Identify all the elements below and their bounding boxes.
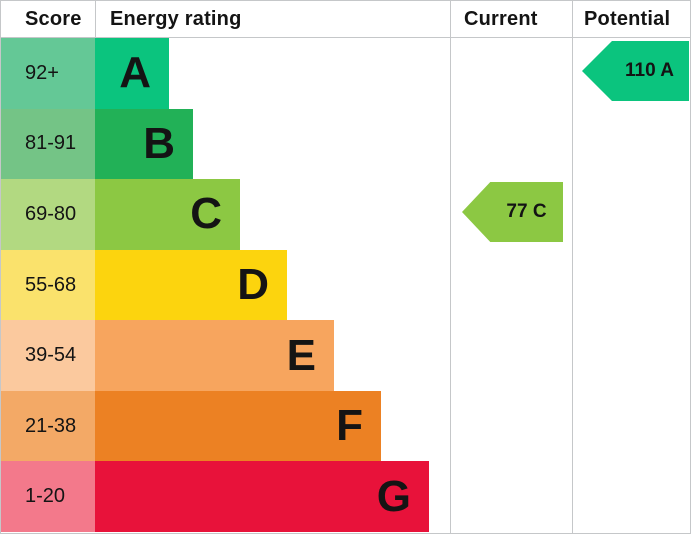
band-bar: C [95, 179, 240, 250]
band-row-c: 69-80 C [1, 179, 690, 250]
band-letter: F [336, 401, 363, 451]
header-potential: Potential [584, 7, 671, 30]
band-bar: B [95, 108, 193, 180]
band-row-a: 92+ A [1, 38, 690, 109]
band-score: 21-38 [25, 414, 77, 437]
band-score: 69-80 [25, 202, 77, 225]
band-score: 81-91 [25, 132, 77, 155]
header-current: Current [464, 7, 538, 30]
current-rating-label: 77 C [506, 201, 547, 222]
band-score: 55-68 [25, 273, 77, 296]
band-letter: D [237, 260, 269, 310]
band-row-e: 39-54 E [1, 320, 690, 391]
potential-column-divider [572, 1, 573, 533]
band-score-cell: 55-68 [1, 249, 95, 321]
band-row-f: 21-38 F [1, 390, 690, 462]
band-letter: G [376, 471, 411, 521]
band-rows: 92+ A 81-91 B 69-80 C 55-68 D 39-54 [1, 38, 690, 533]
header-score: Score [25, 7, 82, 30]
band-row-g: 1-20 G [1, 461, 690, 533]
band-row-b: 81-91 B [1, 108, 690, 180]
current-column-divider [450, 1, 451, 533]
band-letter: E [286, 330, 316, 380]
band-letter: C [190, 189, 222, 239]
band-score: 1-20 [25, 485, 66, 508]
band-bar: G [95, 461, 429, 533]
band-row-d: 55-68 D [1, 249, 690, 321]
band-score-cell: 1-20 [1, 461, 95, 533]
band-score-cell: 92+ [1, 38, 95, 109]
header-energy-rating: Energy rating [95, 1, 451, 37]
band-score-cell: 81-91 [1, 108, 95, 180]
band-score-cell: 69-80 [1, 179, 95, 250]
band-bar: E [95, 320, 334, 391]
band-score-cell: 21-38 [1, 390, 95, 462]
band-score: 92+ [25, 61, 59, 84]
band-bar: F [95, 390, 381, 462]
band-score: 39-54 [25, 344, 77, 367]
band-score-cell: 39-54 [1, 320, 95, 391]
band-letter: A [119, 48, 151, 98]
table-header: Score Energy rating Current Potential [1, 1, 690, 38]
potential-rating-label: 110 A [625, 60, 674, 81]
band-bar: D [95, 249, 287, 321]
band-letter: B [143, 118, 175, 168]
band-bar: A [95, 38, 169, 109]
